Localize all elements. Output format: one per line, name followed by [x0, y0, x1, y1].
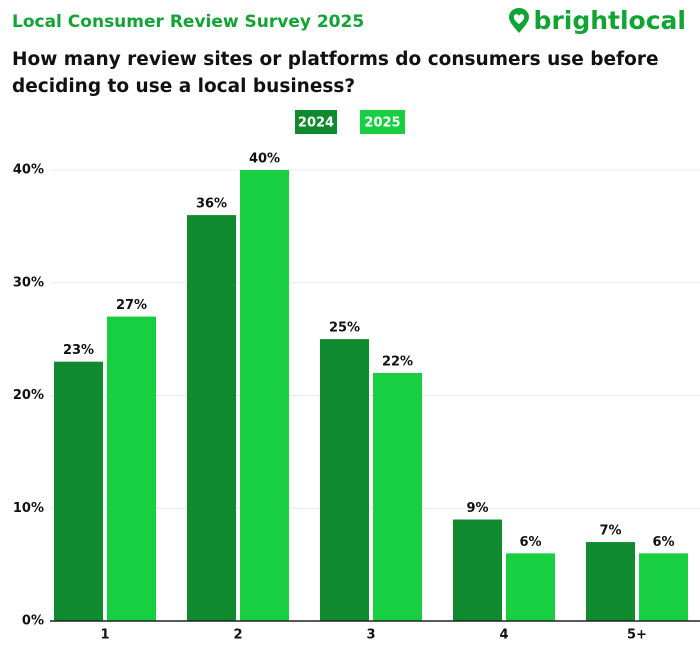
bar: [506, 553, 555, 621]
brand-name: brightlocal: [533, 6, 686, 35]
legend-item: 2025: [360, 110, 405, 134]
legend-swatch: [360, 110, 405, 134]
legend-label: 2024: [298, 116, 334, 131]
chart-title: How many review sites or platforms do co…: [12, 49, 659, 97]
data-label: 22%: [382, 354, 413, 369]
bar: [320, 339, 369, 621]
legend-item: 2024: [295, 110, 337, 134]
y-tick-label: 40%: [13, 163, 44, 178]
bar: [639, 553, 688, 621]
data-label: 27%: [116, 298, 147, 313]
bar: [373, 372, 422, 621]
data-label: 36%: [196, 197, 227, 212]
data-label: 7%: [599, 524, 621, 539]
x-tick-label: 5+: [627, 628, 647, 643]
bar: [54, 361, 103, 621]
data-label: 25%: [329, 321, 360, 336]
data-label: 40%: [249, 152, 280, 167]
supertitle: Local Consumer Review Survey 2025: [12, 12, 365, 32]
data-label: 6%: [519, 535, 541, 550]
bar: [586, 542, 635, 621]
y-tick-label: 0%: [22, 614, 44, 629]
bar: [107, 316, 156, 621]
bar: [453, 519, 502, 621]
x-tick-label: 4: [499, 628, 508, 643]
logo-icon: [508, 7, 529, 33]
data-label: 9%: [466, 501, 488, 516]
data-label: 23%: [63, 343, 94, 358]
brand: brightlocal: [508, 6, 686, 35]
y-tick-label: 30%: [13, 275, 44, 290]
bar: [187, 215, 236, 621]
y-tick-label: 10%: [13, 501, 44, 516]
y-tick-label: 20%: [13, 388, 44, 403]
bar: [240, 170, 289, 621]
legend-swatch: [295, 110, 337, 134]
data-label: 6%: [652, 535, 674, 550]
legend-label: 2025: [364, 116, 400, 131]
x-tick-label: 1: [100, 628, 109, 643]
x-tick-label: 3: [366, 628, 375, 643]
x-tick-label: 2: [233, 628, 242, 643]
